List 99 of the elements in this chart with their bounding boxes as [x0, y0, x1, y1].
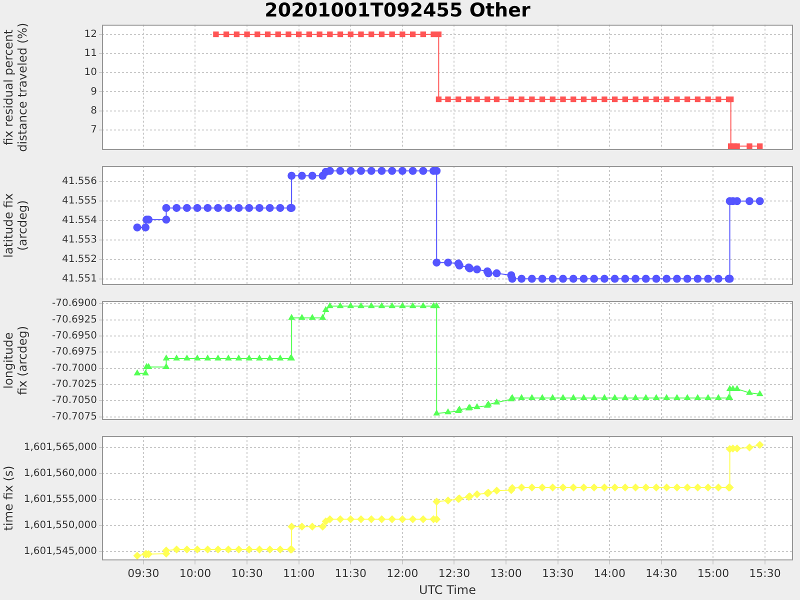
y-tick-label: 1,601,565,000 [24, 442, 97, 454]
point [653, 96, 660, 102]
point [539, 96, 546, 102]
x-tick-label: 13:00 [490, 566, 522, 580]
y-axis-title: fix residual percent distance traveled (%) [1, 22, 30, 152]
point [286, 32, 292, 38]
y-tick-label: -70.6900 [52, 298, 97, 310]
point [213, 32, 219, 38]
y-tick-label: -70.7075 [52, 411, 97, 422]
point [484, 96, 490, 102]
point [368, 32, 374, 38]
point [358, 32, 364, 38]
y-tick-label: 41.552 [62, 254, 97, 266]
point [296, 32, 302, 38]
y-tick-label: 12 [84, 28, 97, 40]
point [684, 96, 690, 102]
y-tick-label: 11 [84, 48, 97, 60]
y-axis-title: latitude fix (arcdeg) [1, 193, 30, 258]
point [264, 32, 271, 38]
y-tick-label: 1,601,550,000 [24, 520, 97, 532]
y-tick-label: 41.553 [62, 234, 97, 246]
y-tick-label: 8 [90, 105, 97, 116]
y-tick-label: 41.555 [62, 196, 97, 207]
y-tick-label: -70.6975 [52, 346, 97, 358]
point [445, 96, 451, 102]
x-tick-label: 12:30 [438, 566, 470, 580]
point [223, 32, 230, 38]
y-tick-label: 9 [90, 86, 97, 98]
point [456, 96, 462, 102]
y-tick-label: -70.6950 [52, 330, 97, 342]
x-tick-label: 13:30 [542, 566, 574, 580]
y-tick-label: 1,601,560,000 [24, 468, 97, 480]
point [234, 32, 240, 38]
point [508, 96, 514, 102]
y-axis-title: longitude fix (arcdeg) [1, 326, 30, 396]
point [306, 32, 312, 38]
point [746, 143, 752, 150]
x-axis-title: UTC Time [419, 582, 476, 597]
point [734, 143, 740, 150]
point [436, 32, 442, 38]
point [694, 96, 701, 102]
point [430, 32, 436, 38]
point [474, 96, 480, 102]
point [389, 32, 395, 38]
x-tick-label: 10:30 [231, 566, 263, 580]
point [494, 96, 500, 102]
point [757, 143, 763, 150]
point [632, 96, 638, 102]
y-tick-label: 41.554 [62, 215, 97, 226]
point [466, 96, 472, 102]
point [580, 96, 587, 102]
point [612, 96, 618, 102]
point [436, 96, 442, 102]
point [674, 96, 680, 102]
y-tick-label: -70.7025 [52, 379, 97, 390]
x-tick-label: 10:00 [179, 566, 212, 580]
x-tick-label: 14:30 [646, 566, 678, 580]
point [622, 96, 628, 102]
y-tick-label: 7 [90, 124, 97, 136]
point [529, 96, 535, 102]
chart-title: 20201001T092455 Other [264, 0, 531, 22]
point [400, 32, 406, 38]
y-tick-label: 10 [84, 67, 97, 78]
x-tick-label: 14:00 [594, 566, 626, 580]
x-tick-label: 15:30 [749, 566, 781, 580]
x-tick-label: 11:00 [282, 566, 315, 580]
point [664, 96, 670, 102]
point [591, 96, 597, 102]
point [254, 32, 260, 38]
y-tick-label: 1,601,555,000 [24, 494, 97, 506]
y-tick-label: -70.6925 [52, 314, 97, 326]
point [570, 96, 576, 102]
y-tick-label: 41.556 [62, 176, 97, 188]
x-tick-label: 12:00 [386, 566, 418, 580]
point [378, 32, 385, 38]
point [327, 32, 333, 38]
point [728, 96, 734, 102]
x-tick-label: 09:30 [128, 566, 160, 580]
y-tick-label: -70.7050 [52, 395, 97, 406]
point [716, 96, 722, 102]
y-axis-title: time fix (s) [1, 466, 16, 531]
point [244, 32, 250, 38]
point [643, 96, 649, 102]
x-tick-label: 11:30 [334, 566, 366, 580]
point [348, 32, 354, 38]
y-tick-label: 1,601,545,000 [24, 546, 97, 558]
point [420, 32, 426, 38]
y-tick-label: -70.7000 [52, 362, 97, 374]
point [518, 96, 524, 102]
point [275, 32, 281, 38]
point [316, 32, 322, 38]
point [560, 96, 566, 102]
point [602, 96, 608, 102]
point [410, 32, 416, 38]
point [705, 96, 711, 102]
x-tick-label: 15:00 [697, 566, 730, 580]
point [337, 32, 344, 38]
point [550, 96, 556, 102]
y-tick-label: 41.551 [62, 274, 97, 285]
